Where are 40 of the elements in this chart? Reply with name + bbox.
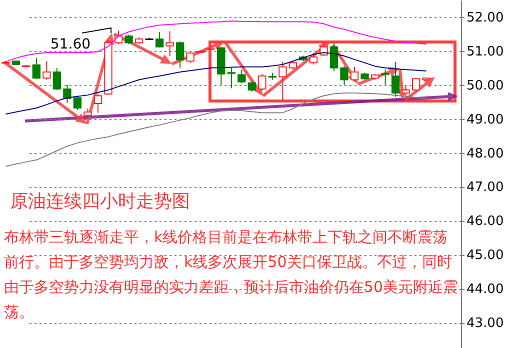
candlestick — [320, 42, 328, 57]
candlestick — [258, 74, 266, 90]
y-tick-label: 46.00 — [466, 214, 504, 230]
candlestick — [155, 31, 164, 48]
candlestick — [238, 69, 246, 84]
candlestick — [412, 78, 420, 92]
y-tick-label: 50.00 — [466, 78, 504, 94]
candlestick — [176, 40, 184, 68]
line-series — [5, 20, 427, 62]
candlestick — [42, 60, 51, 80]
candlestick — [84, 108, 92, 120]
candlestick — [309, 52, 318, 66]
candlestick — [350, 66, 359, 82]
y-tick-label: 44.00 — [466, 282, 504, 298]
y-tick-label: 49.00 — [466, 112, 504, 128]
y-tick-label: 48.00 — [466, 146, 504, 162]
candlestick — [340, 66, 348, 86]
candlestick — [32, 57, 41, 80]
candlestick — [278, 61, 287, 100]
annotation: 布林带三轨逐渐走平，k线价格目前是在布林带上下轨之间不断震荡前行。由于多空势均力敌，k线多次展开50关口保卫战。不过，同时由于多空势力没有明显的实力差距，预计后市油价仍在50美元附近震荡。 — [4, 228, 458, 321]
candlestick — [248, 80, 256, 92]
candlestick — [381, 69, 390, 86]
candlestick — [63, 84, 72, 104]
y-tick-label: 51.00 — [466, 44, 504, 60]
candlestick — [391, 61, 400, 98]
candlestick — [402, 84, 410, 100]
y-tick-label: 52.00 — [466, 10, 504, 26]
y-tick-label: 45.00 — [466, 248, 504, 264]
candlestick — [330, 42, 338, 72]
y-tick-label: 47.00 — [466, 180, 504, 196]
text: 原油连续四小时走势图 — [10, 191, 190, 212]
candlestick — [124, 34, 133, 45]
candlestick — [94, 92, 102, 114]
candlestick — [52, 67, 62, 90]
y-tick-label: 43.00 — [466, 316, 504, 332]
candlestick — [227, 67, 236, 89]
candlestick — [73, 96, 82, 110]
candlestick — [114, 30, 123, 45]
candlestick — [166, 30, 174, 57]
annotation: 51.60 — [50, 36, 91, 53]
